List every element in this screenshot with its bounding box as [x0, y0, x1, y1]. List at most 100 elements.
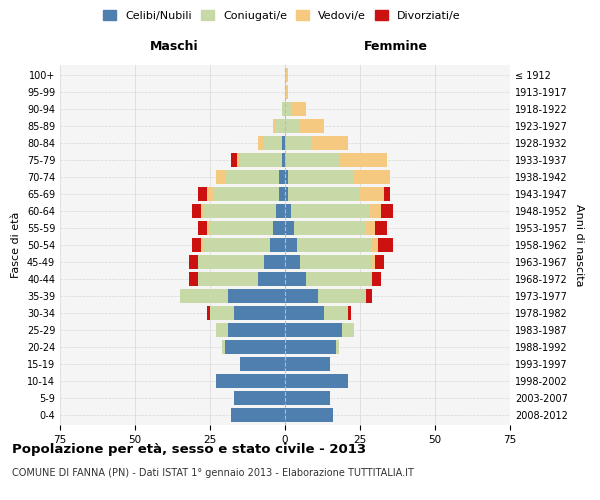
- Text: Maschi: Maschi: [149, 40, 199, 53]
- Bar: [231, 153, 237, 167]
- Bar: [354, 170, 390, 184]
- Bar: [285, 204, 291, 218]
- Legend: Celibi/Nubili, Coniugati/e, Vedovi/e, Divorziati/e: Celibi/Nubili, Coniugati/e, Vedovi/e, Di…: [101, 8, 463, 24]
- Bar: [282, 153, 285, 167]
- Bar: [231, 408, 285, 422]
- Bar: [285, 153, 339, 167]
- Bar: [228, 289, 285, 303]
- Bar: [210, 306, 234, 320]
- Bar: [285, 119, 300, 133]
- Bar: [198, 187, 207, 201]
- Bar: [285, 289, 318, 303]
- Bar: [372, 255, 375, 269]
- Bar: [201, 204, 204, 218]
- Bar: [366, 289, 372, 303]
- Bar: [282, 102, 285, 116]
- Bar: [198, 255, 264, 269]
- Bar: [270, 238, 285, 252]
- Bar: [288, 187, 360, 201]
- Bar: [285, 136, 312, 150]
- Bar: [300, 255, 372, 269]
- Bar: [207, 221, 210, 235]
- Bar: [216, 374, 285, 388]
- Bar: [285, 85, 288, 99]
- Bar: [288, 170, 354, 184]
- Text: Popolazione per età, sesso e stato civile - 2013: Popolazione per età, sesso e stato civil…: [12, 442, 366, 456]
- Bar: [189, 272, 198, 286]
- Bar: [381, 204, 393, 218]
- Bar: [201, 238, 204, 252]
- Bar: [336, 340, 339, 354]
- Bar: [285, 340, 336, 354]
- Text: Femmine: Femmine: [364, 40, 428, 53]
- Y-axis label: Fasce di età: Fasce di età: [11, 212, 21, 278]
- Bar: [279, 170, 285, 184]
- Bar: [258, 272, 285, 286]
- Bar: [285, 238, 297, 252]
- Bar: [240, 357, 285, 371]
- Bar: [306, 272, 372, 286]
- Bar: [273, 119, 276, 133]
- Bar: [285, 357, 330, 371]
- Bar: [234, 306, 285, 320]
- Bar: [210, 221, 273, 235]
- Text: COMUNE DI FANNA (PN) - Dati ISTAT 1° gennaio 2013 - Elaborazione TUTTITALIA.IT: COMUNE DI FANNA (PN) - Dati ISTAT 1° gen…: [12, 468, 414, 477]
- Bar: [225, 170, 279, 184]
- Bar: [276, 204, 285, 218]
- Bar: [360, 187, 384, 201]
- Bar: [285, 102, 291, 116]
- Bar: [366, 221, 375, 235]
- Bar: [222, 340, 225, 354]
- Bar: [285, 374, 348, 388]
- Bar: [378, 238, 393, 252]
- Bar: [297, 238, 372, 252]
- Bar: [204, 238, 270, 252]
- Bar: [285, 255, 300, 269]
- Bar: [189, 255, 198, 269]
- Bar: [285, 408, 333, 422]
- Bar: [264, 255, 285, 269]
- Bar: [291, 204, 369, 218]
- Bar: [285, 187, 288, 201]
- Bar: [282, 136, 285, 150]
- Bar: [180, 289, 228, 303]
- Bar: [276, 119, 285, 133]
- Bar: [372, 272, 381, 286]
- Bar: [228, 323, 285, 337]
- Bar: [258, 136, 264, 150]
- Bar: [285, 68, 288, 82]
- Bar: [291, 102, 306, 116]
- Bar: [324, 306, 348, 320]
- Bar: [384, 187, 390, 201]
- Bar: [216, 323, 228, 337]
- Bar: [285, 221, 294, 235]
- Bar: [192, 204, 201, 218]
- Bar: [207, 187, 213, 201]
- Bar: [375, 255, 384, 269]
- Bar: [207, 306, 210, 320]
- Bar: [285, 306, 324, 320]
- Bar: [342, 323, 354, 337]
- Bar: [213, 187, 279, 201]
- Bar: [372, 238, 378, 252]
- Bar: [192, 238, 201, 252]
- Bar: [234, 391, 285, 405]
- Bar: [279, 187, 285, 201]
- Bar: [294, 221, 366, 235]
- Bar: [285, 170, 288, 184]
- Bar: [240, 153, 282, 167]
- Bar: [300, 119, 324, 133]
- Bar: [225, 340, 285, 354]
- Bar: [348, 306, 351, 320]
- Bar: [264, 136, 282, 150]
- Bar: [285, 391, 330, 405]
- Bar: [318, 289, 366, 303]
- Bar: [237, 153, 240, 167]
- Bar: [312, 136, 348, 150]
- Bar: [375, 221, 387, 235]
- Bar: [198, 221, 207, 235]
- Bar: [204, 204, 276, 218]
- Bar: [216, 170, 225, 184]
- Y-axis label: Anni di nascita: Anni di nascita: [574, 204, 584, 286]
- Bar: [339, 153, 387, 167]
